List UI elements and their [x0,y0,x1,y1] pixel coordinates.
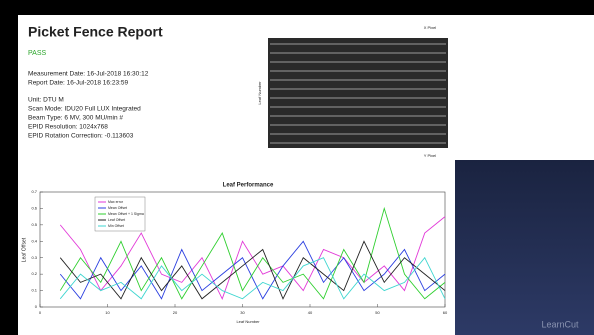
page: {"header": {"title": "Picket Fence Repor… [0,0,594,335]
x-tick-label: 50 [375,310,380,315]
detail-line: Report Date: 16-Jul-2018 16:23:59 [28,80,128,87]
detail-line: Measurement Date: 16-Jul-2018 16:30:12 [28,71,149,78]
y-tick-label: 0.5 [31,222,37,227]
x-tick-label: 60 [443,310,448,315]
legend-label: Min Offset [108,224,124,228]
y-axis-label: Leaf Offset [21,237,27,262]
detail-line: Unit: DTU M [28,97,64,104]
fence-image [268,38,448,148]
legend-label: Leaf Offset [108,218,125,222]
y-tick-label: 0.7 [31,189,37,194]
y-tick-label: 0.4 [31,238,37,243]
x-tick-label: 40 [308,310,313,315]
detail-line: Beam Type: 6 MV, 300 MU/min # [28,115,123,122]
screen: LearnCut Picket Fence Report PASS Measur… [0,0,594,335]
desktop-background [455,160,594,335]
status: PASS [28,50,46,57]
x-axis-label: Leaf Number [236,319,260,324]
x-tick-label: 10 [105,310,110,315]
detail-line: Scan Mode: IDU20 Full LUX Integrated [28,106,141,113]
x-tick-label: 30 [240,310,245,315]
legend-label: Mean Offset [108,206,127,210]
report-title: Picket Fence Report [28,24,163,40]
legend-label: Mean Offset + 1 Sigma [108,212,144,216]
image-title: X Pixel [424,25,437,30]
image-ylabel: Leaf Number [257,81,262,105]
y-tick-label: 0.1 [31,288,37,293]
y-tick-label: 0.3 [31,255,37,260]
image-xlabel: Y Pixel [424,153,436,158]
detail-line: EPID Rotation Correction: -0.113603 [28,133,134,140]
watermark: LearnCut [541,319,579,329]
x-tick-label: 20 [173,310,178,315]
y-tick-label: 0.6 [31,205,37,210]
chart-title: Leaf Performance [223,183,274,189]
legend-label: Max error [108,200,124,204]
y-tick-label: 0.2 [31,271,37,276]
detail-line: EPID Resolution: 1024x768 [28,124,108,131]
